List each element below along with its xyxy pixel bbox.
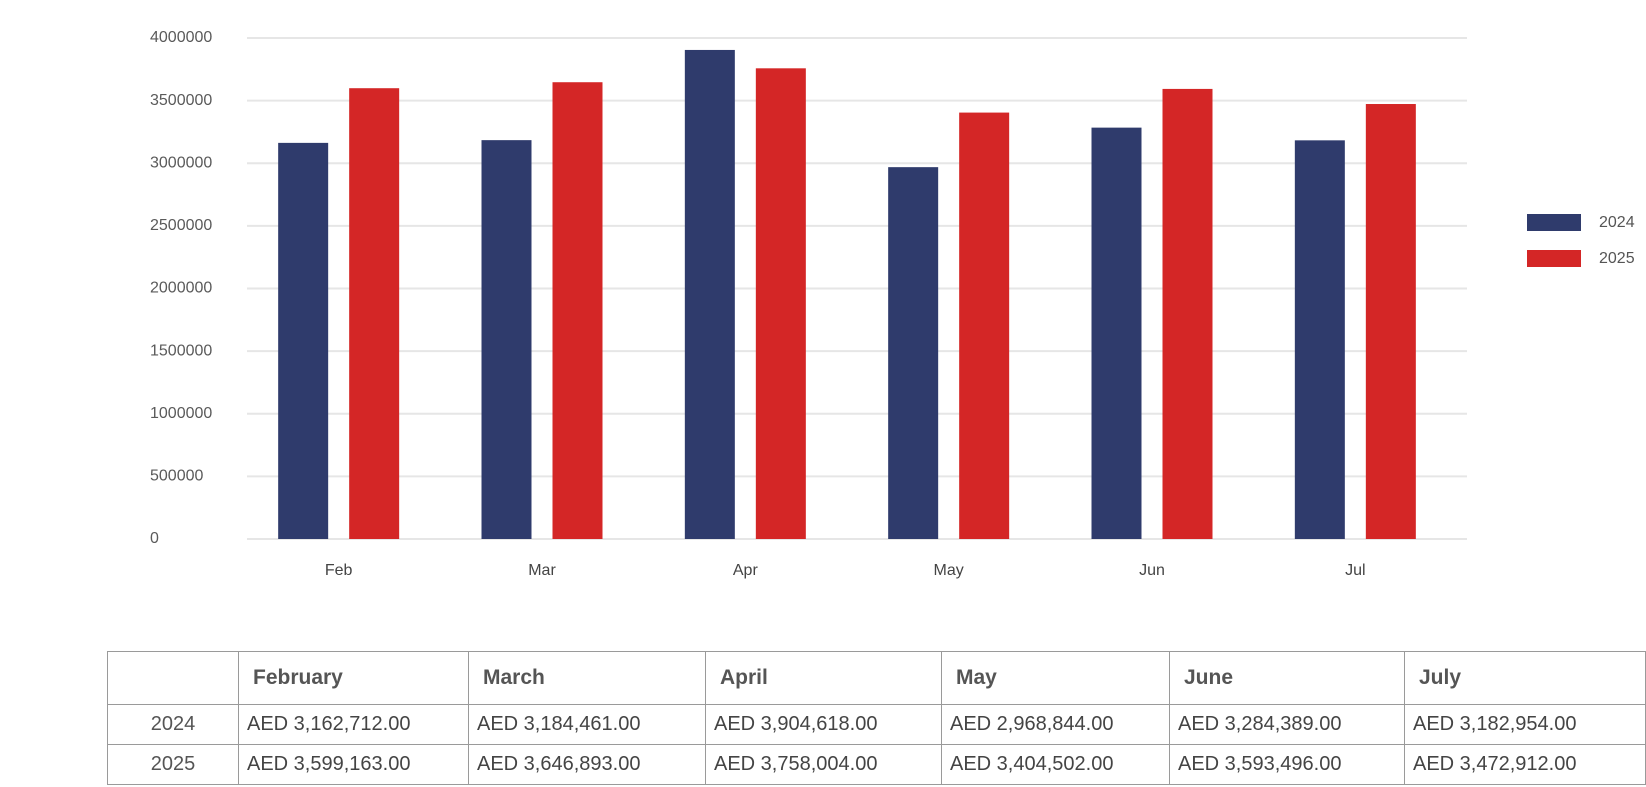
y-tick-label: 4000000	[150, 29, 212, 46]
table-cell: AED 3,284,389.00	[1169, 704, 1405, 745]
table-cell: AED 3,404,502.00	[941, 744, 1170, 785]
legend-swatch-2024	[1527, 214, 1581, 231]
bar-2025-feb	[349, 88, 400, 539]
table-header-row: February March April May June July	[107, 651, 1646, 705]
column-header: June	[1169, 651, 1405, 705]
column-header: July	[1404, 651, 1646, 705]
table-cell: AED 3,758,004.00	[705, 744, 942, 785]
table-cell: AED 3,162,712.00	[238, 704, 469, 745]
x-tick-label: Feb	[325, 562, 353, 579]
bar-2025-may	[959, 112, 1010, 539]
column-header: February	[238, 651, 469, 705]
legend-swatch-2025	[1527, 250, 1581, 267]
chart-svg: 0 500000 1000000 1500000 2000000 2500000 30000…	[150, 29, 1635, 579]
table-cell: AED 3,472,912.00	[1404, 744, 1646, 785]
table-row: 2024 AED 3,162,712.00 AED 3,184,461.00 A…	[107, 704, 1646, 745]
x-tick-label: Jul	[1345, 562, 1365, 579]
bar-2024-jul	[1294, 140, 1345, 539]
table-cell: AED 2,968,844.00	[941, 704, 1170, 745]
y-tick-label: 2000000	[150, 280, 212, 297]
row-label: 2024	[107, 704, 239, 745]
table-cell: AED 3,593,496.00	[1169, 744, 1405, 785]
table-row: 2025 AED 3,599,163.00 AED 3,646,893.00 A…	[107, 744, 1646, 785]
y-tick-label: 3000000	[150, 154, 212, 171]
y-tick-label: 3500000	[150, 92, 212, 109]
table-cell: AED 3,599,163.00	[238, 744, 469, 785]
row-label: 2025	[107, 744, 239, 785]
bar-2024-apr	[684, 49, 735, 539]
table-corner-cell	[107, 651, 239, 705]
table-cell: AED 3,182,954.00	[1404, 704, 1646, 745]
table-cell: AED 3,904,618.00	[705, 704, 942, 745]
bar-2025-apr	[755, 68, 806, 539]
bar-2025-jun	[1162, 88, 1213, 540]
bar-2025-mar	[552, 82, 603, 539]
column-header: May	[941, 651, 1170, 705]
bar-2024-mar	[481, 140, 532, 540]
column-header: March	[468, 651, 706, 705]
y-tick-label: 500000	[150, 468, 203, 485]
bar-2024-feb	[278, 142, 329, 540]
bar-2025-jul	[1365, 104, 1416, 540]
bar-chart: 0 500000 1000000 1500000 2000000 2500000 30000…	[150, 29, 1635, 579]
x-tick-label: Apr	[733, 562, 759, 579]
column-header: April	[705, 651, 942, 705]
y-tick-label: 2500000	[150, 217, 212, 234]
data-table: February March April May June July 2024 …	[107, 651, 1646, 785]
x-tick-label: Mar	[528, 562, 556, 579]
bar-2024-may	[888, 167, 939, 539]
legend-label-2025: 2025	[1599, 250, 1635, 267]
y-tick-label: 1000000	[150, 405, 212, 422]
table-cell: AED 3,646,893.00	[468, 744, 706, 785]
x-tick-label: May	[934, 562, 964, 579]
bar-2024-jun	[1091, 127, 1142, 539]
table-cell: AED 3,184,461.00	[468, 704, 706, 745]
y-tick-label: 0	[150, 530, 159, 547]
x-tick-label: Jun	[1139, 562, 1165, 579]
legend-label-2024: 2024	[1599, 214, 1635, 231]
y-tick-label: 1500000	[150, 342, 212, 359]
